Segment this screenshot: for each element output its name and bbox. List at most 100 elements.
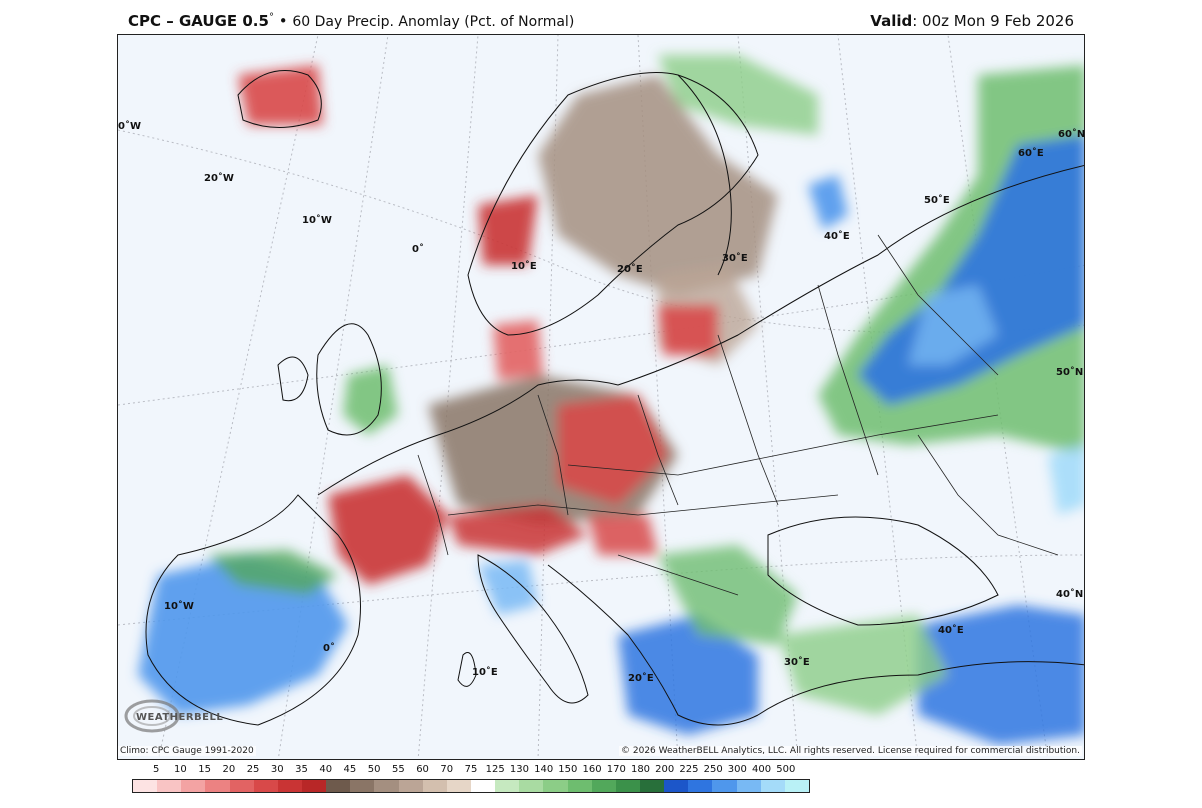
map-subtitle: 60 Day Precip. Anomlay (Pct. of Normal) (292, 14, 575, 30)
legend-tick-label: 50 (367, 764, 381, 775)
valid-value: : 00z Mon 9 Feb 2026 (912, 12, 1074, 30)
legend-swatch (157, 780, 182, 792)
iceland-coast (237, 70, 322, 128)
dry-zone-scandinavia-brown (538, 75, 778, 295)
wet-zone-caucasus (1048, 445, 1084, 515)
legend-tick-label: 45 (343, 764, 357, 775)
legend-tick-label: 225 (679, 764, 699, 775)
legend-tick-label: 400 (752, 764, 772, 775)
wet-zone-baltic-blue (808, 175, 848, 230)
valid-label: Valid (870, 12, 913, 30)
grid-label-20e-south: 20˚E (628, 673, 654, 684)
iberia-coast (145, 494, 361, 726)
legend-swatch (664, 780, 689, 792)
uk-coast (316, 323, 382, 436)
dry-zone-balkans-red (588, 515, 658, 555)
legend-tick-label: 500 (776, 764, 796, 775)
legend-swatch (133, 780, 158, 792)
legend-tick-label: 25 (246, 764, 260, 775)
legend-tick-label: 55 (391, 764, 405, 775)
legend-swatch (301, 780, 327, 792)
grid-label-10e-south: 10˚E (472, 667, 498, 678)
legend-swatch (205, 780, 230, 792)
grid-label-40e-south: 40˚E (938, 625, 964, 636)
legend-tick-label: 70 (440, 764, 454, 775)
legend-tick-label: 180 (630, 764, 651, 775)
anomaly-fields (138, 55, 1084, 745)
turkey-coast (757, 661, 1084, 716)
legend-tick-label: 5 (153, 764, 160, 775)
dry-zone-alps-red (448, 505, 588, 555)
scandinavia-coast (467, 72, 759, 336)
dry-zone-belarus-red (658, 305, 718, 355)
copyright-credit: © 2026 WeatherBELL Analytics, LLC. All r… (619, 746, 1082, 756)
legend-swatch (591, 780, 616, 792)
legend-tick-label: 250 (703, 764, 723, 775)
legend-swatch (374, 780, 399, 792)
grid-label-30e: 30˚E (722, 253, 748, 264)
title-bar: CPC – GAUGE 0.5° • 60 Day Precip. Anomla… (0, 0, 1202, 34)
balkans-coast (547, 564, 759, 726)
legend-tick-label: 125 (485, 764, 505, 775)
ireland-coast (277, 356, 309, 402)
legend-tick-label: 30 (270, 764, 284, 775)
wet-zone-iberia (138, 555, 348, 715)
corsica-coast (457, 652, 477, 687)
legend-swatch (422, 780, 447, 792)
wet-zone-turkey (918, 605, 1084, 745)
legend-swatch (519, 780, 544, 792)
grid-label-50e: 50˚E (924, 195, 950, 206)
country-borders (417, 234, 1059, 596)
grid-label-30e-south: 30˚E (784, 657, 810, 668)
legend-tick-label: 35 (295, 764, 308, 775)
legend-swatch (277, 780, 302, 792)
legend-swatch (688, 780, 713, 792)
color-legend: 5 10 15 20 25 30 35 40 45 50 55 60 70 75 125 130 140 150 1… (132, 764, 810, 796)
legend-swatch (350, 780, 375, 792)
grid-label-50n: 50˚N (1056, 367, 1084, 378)
grid-label-20w: 20˚W (204, 173, 234, 184)
wet-zone-russia-light (908, 285, 998, 365)
logo-text: WEATHERBELL (136, 712, 224, 723)
legend-tick-label: 20 (222, 764, 236, 775)
legend-swatch (543, 780, 568, 792)
grid-label-0w-edge: 0˚W (118, 121, 141, 132)
legend-tick-label: 40 (319, 764, 333, 775)
grid-label-40e: 40˚E (824, 231, 850, 242)
legend-tick-label: 10 (174, 764, 187, 775)
legend-tick-label: 140 (534, 764, 554, 775)
italy-coast (477, 554, 589, 704)
legend-swatch (253, 780, 278, 792)
product-name: CPC – GAUGE 0.5 (128, 12, 269, 30)
legend-labels: 5 10 15 20 25 30 35 40 45 50 55 60 70 75 125 130 140 150 1… (132, 764, 810, 778)
legend-tick-label: 300 (727, 764, 747, 775)
map-canvas (118, 35, 1084, 759)
legend-color-bar (132, 779, 810, 793)
legend-tick-label: 150 (558, 764, 578, 775)
dry-zone-norway-red (478, 195, 538, 265)
grid-label-10e: 10˚E (511, 261, 537, 272)
climo-credit: Climo: CPC Gauge 1991-2020 (118, 746, 256, 756)
legend-swatch (760, 780, 785, 792)
grid-label-60n: 60˚N (1058, 129, 1085, 140)
legend-tick-label: 15 (198, 764, 212, 775)
legend-tick-label: 170 (606, 764, 626, 775)
legend-tick-label: 130 (509, 764, 529, 775)
legend-swatch (470, 780, 496, 792)
dry-zone-germany-red (558, 395, 668, 505)
wet-zone-iberia-green (208, 550, 338, 595)
grid-label-10w: 10˚W (302, 215, 332, 226)
dry-zone-denmark-red (493, 320, 543, 380)
wet-zone-russia-blue (858, 135, 1084, 405)
legend-swatch (639, 780, 665, 792)
wet-zone-north-green (658, 55, 818, 135)
grid-label-0-south: 0˚ (323, 643, 335, 654)
wet-zone-uk (343, 365, 398, 435)
legend-swatch (181, 780, 206, 792)
legend-swatch (446, 780, 471, 792)
grid-label-10w-south: 10˚W (164, 601, 194, 612)
legend-swatch (784, 780, 809, 792)
anomaly-map: 0˚W 20˚W 10˚W 0˚ 10˚E 20˚E 30˚E 40˚E 50˚… (117, 34, 1085, 760)
dry-zone-iceland-red (238, 65, 323, 125)
bullet-separator: • (278, 12, 288, 30)
